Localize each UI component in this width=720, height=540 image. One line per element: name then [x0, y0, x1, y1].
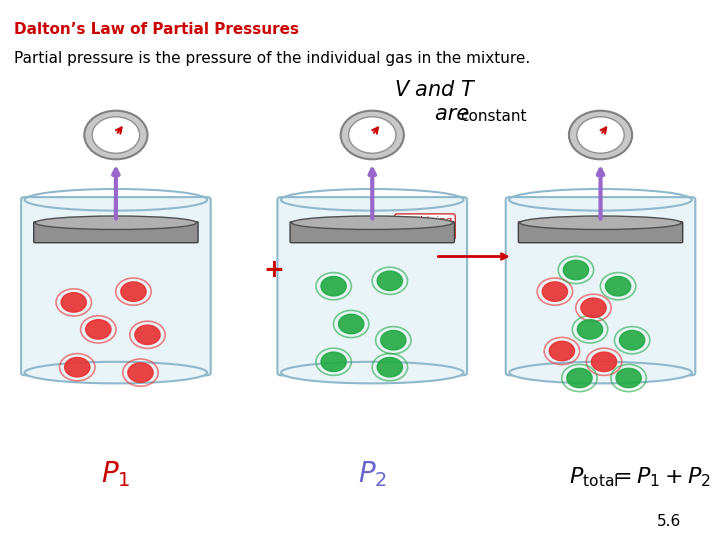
Text: 5.6: 5.6	[657, 514, 681, 529]
FancyBboxPatch shape	[290, 221, 454, 242]
Circle shape	[61, 293, 86, 312]
Ellipse shape	[24, 362, 207, 383]
Circle shape	[591, 352, 617, 372]
Text: Combining
the gases: Combining the gases	[397, 216, 453, 238]
Circle shape	[542, 282, 567, 301]
Circle shape	[348, 117, 396, 153]
Circle shape	[338, 314, 364, 334]
Text: $P_2$: $P_2$	[358, 459, 387, 489]
Circle shape	[577, 320, 603, 339]
Circle shape	[567, 368, 592, 388]
Circle shape	[377, 357, 402, 377]
Ellipse shape	[292, 216, 453, 229]
Circle shape	[381, 330, 406, 350]
Circle shape	[121, 282, 146, 301]
Circle shape	[616, 368, 642, 388]
Circle shape	[128, 363, 153, 382]
Circle shape	[86, 320, 111, 339]
Text: constant: constant	[460, 109, 526, 124]
Text: $P_1$: $P_1$	[102, 459, 130, 489]
Ellipse shape	[281, 362, 464, 383]
Text: are: are	[436, 104, 477, 124]
Circle shape	[92, 117, 140, 153]
Circle shape	[606, 276, 631, 296]
Text: $P_{\rm total}$: $P_{\rm total}$	[569, 465, 618, 489]
Circle shape	[341, 111, 404, 159]
Circle shape	[65, 357, 90, 377]
FancyBboxPatch shape	[518, 221, 683, 242]
FancyBboxPatch shape	[505, 197, 696, 375]
Text: $V$ and $T$: $V$ and $T$	[394, 80, 477, 100]
Text: $= P_1 + P_2$: $= P_1 + P_2$	[609, 465, 711, 489]
Circle shape	[84, 111, 148, 159]
Circle shape	[563, 260, 588, 280]
Text: +: +	[264, 258, 284, 282]
FancyBboxPatch shape	[277, 197, 467, 375]
Circle shape	[135, 325, 160, 345]
Circle shape	[321, 276, 346, 296]
Circle shape	[577, 117, 624, 153]
Circle shape	[321, 352, 346, 372]
FancyBboxPatch shape	[34, 221, 198, 242]
FancyBboxPatch shape	[21, 197, 211, 375]
Circle shape	[569, 111, 632, 159]
Circle shape	[377, 271, 402, 291]
Text: Partial pressure is the pressure of the individual gas in the mixture.: Partial pressure is the pressure of the …	[14, 51, 531, 66]
Circle shape	[549, 341, 575, 361]
Ellipse shape	[509, 362, 692, 383]
Ellipse shape	[35, 216, 197, 229]
Circle shape	[581, 298, 606, 318]
Ellipse shape	[520, 216, 681, 229]
Circle shape	[619, 330, 645, 350]
Text: Dalton’s Law of Partial Pressures: Dalton’s Law of Partial Pressures	[14, 22, 299, 37]
